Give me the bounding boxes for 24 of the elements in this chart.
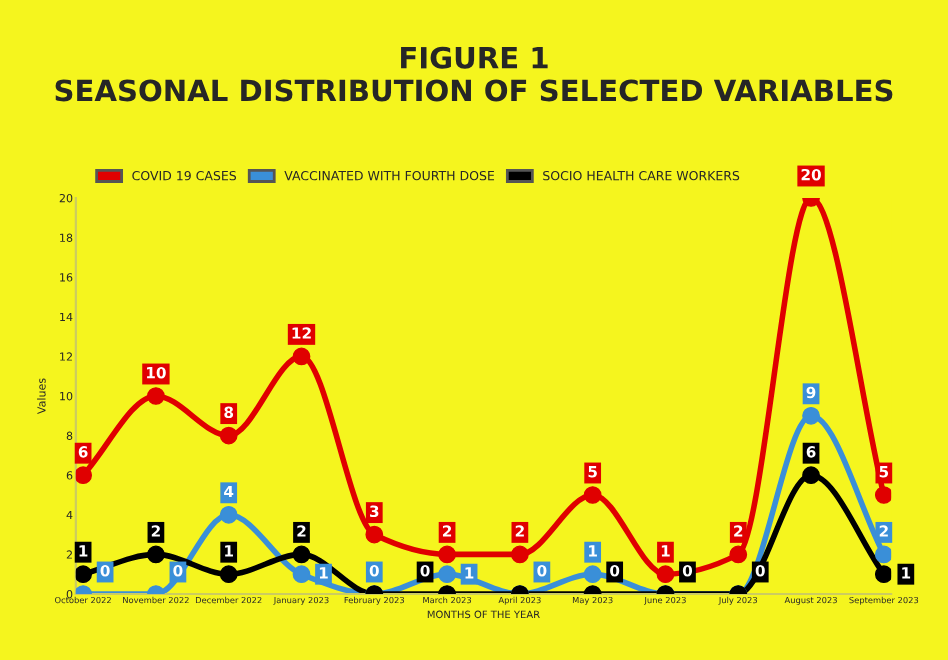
point: [583, 486, 602, 504]
point: [219, 505, 238, 524]
point: [438, 565, 456, 584]
point: [583, 565, 602, 584]
point: [292, 565, 311, 584]
point: [75, 565, 92, 584]
point: [75, 466, 92, 485]
point: [365, 525, 384, 544]
point: [802, 466, 820, 485]
point: [147, 545, 165, 564]
point: [656, 565, 675, 584]
point: [292, 347, 311, 366]
point: [511, 545, 529, 564]
chart-title: FIGURE 1 SEASONAL DISTRIBUTION OF SELECTED VARIABLES: [55, 46, 893, 102]
point: [874, 565, 892, 584]
point: [874, 545, 892, 564]
point: [729, 545, 748, 564]
point: [802, 406, 820, 425]
point: [874, 486, 892, 504]
point: [219, 426, 238, 445]
point: [438, 545, 456, 564]
point: [292, 545, 311, 564]
point: [147, 387, 165, 405]
point: [219, 565, 238, 584]
